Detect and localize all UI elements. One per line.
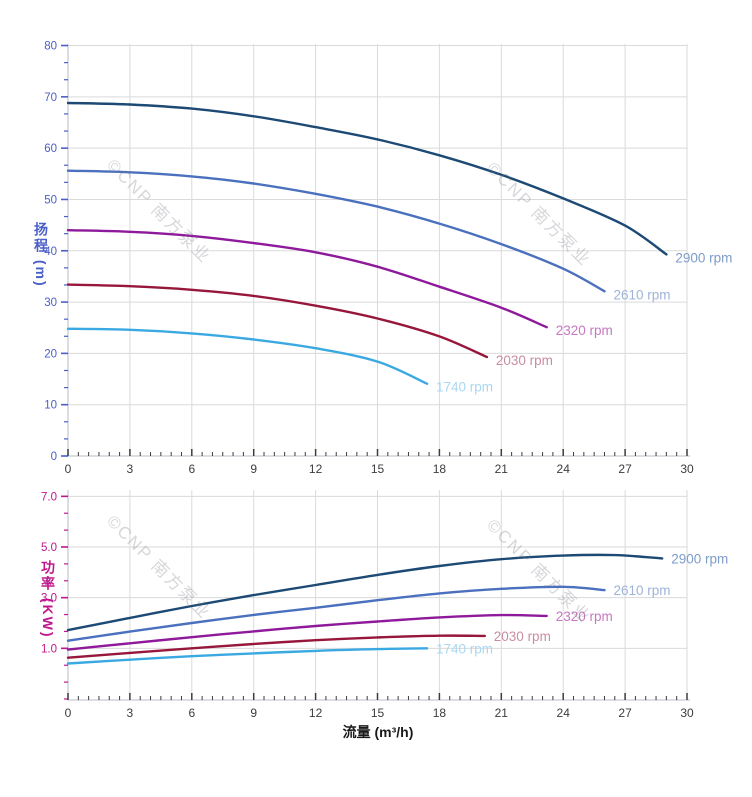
- x-tick-label: 6: [188, 706, 195, 720]
- y-tick-label: 30: [44, 297, 57, 309]
- x-tick-label: 3: [127, 462, 134, 476]
- x-tick-label: 27: [618, 462, 632, 476]
- head-curve-2030rpm: [66, 283, 489, 359]
- x-tick-label: 24: [557, 462, 571, 476]
- x-ticks: 0 3 6 9 12 15 18 21 24 27 30: [65, 693, 694, 720]
- curve-label-2030rpm: 2030 rpm: [494, 629, 551, 644]
- curve-label-2610rpm: 2610 rpm: [613, 287, 670, 302]
- x-tick-label: 27: [618, 706, 632, 720]
- y-tick-label: 60: [44, 143, 57, 155]
- y-tick-label: 7.0: [41, 491, 57, 503]
- y-ticks: 1.0 3.0 5.0 7.0: [41, 491, 68, 700]
- y-tick-label: 0: [51, 451, 57, 463]
- gridlines: [68, 44, 688, 456]
- curve-label-2900rpm: 2900 rpm: [671, 551, 728, 566]
- x-tick-label: 9: [250, 706, 257, 720]
- x-tick-label: 9: [250, 462, 257, 476]
- power-curve-2320rpm: [66, 613, 548, 651]
- power-curve-1740rpm: [66, 647, 429, 665]
- curve-label-2900rpm: 2900 rpm: [675, 250, 732, 265]
- gridlines: [68, 490, 688, 700]
- curve-label-1740rpm: 1740 rpm: [436, 380, 493, 395]
- head-curve-2610rpm: [66, 169, 606, 293]
- head-curve-2900rpm: [66, 101, 668, 256]
- x-tick-label: 15: [371, 706, 385, 720]
- curve-label-2320rpm: 2320 rpm: [556, 609, 613, 624]
- x-tick-label: 21: [495, 706, 509, 720]
- flow-axis-title: 流量 (m³/h): [342, 724, 414, 740]
- y-tick-label: 10: [44, 400, 57, 412]
- power-curve-2900rpm: [66, 553, 664, 632]
- x-tick-label: 15: [371, 462, 385, 476]
- curve-label-1740rpm: 1740 rpm: [436, 641, 493, 656]
- y-tick-label: 40: [44, 246, 57, 258]
- x-tick-label: 0: [65, 462, 72, 476]
- power-curve-2030rpm: [66, 634, 486, 659]
- x-tick-label: 30: [680, 462, 694, 476]
- x-tick-label: 24: [557, 706, 571, 720]
- head-axis-title: 扬程 (m): [33, 222, 49, 288]
- head-chart: 0 10 20 30 40 50 60 70 80 0 3 6 9 12 15 18 21 24 27 30 2900 …: [44, 41, 732, 476]
- power-chart: 1.0 3.0 5.0 7.0 0 3 6 9 12 15 18 21 24 27 30 2900 rpm 26…: [41, 490, 728, 720]
- curve-label-2030rpm: 2030 rpm: [496, 353, 553, 368]
- y-tick-label: 3.0: [41, 593, 57, 605]
- y-ticks: 0 10 20 30 40 50 60 70 80: [44, 41, 68, 463]
- curve-label-2610rpm: 2610 rpm: [613, 583, 670, 598]
- y-tick-label: 80: [44, 41, 57, 53]
- x-tick-label: 12: [309, 462, 323, 476]
- x-tick-label: 18: [433, 462, 447, 476]
- y-tick-label: 50: [44, 194, 57, 206]
- x-tick-label: 0: [65, 706, 72, 720]
- x-tick-label: 3: [127, 706, 134, 720]
- y-tick-label: 70: [44, 92, 57, 104]
- head-curve-2320rpm: [66, 229, 548, 329]
- power-curve-2610rpm: [66, 585, 606, 642]
- x-tick-label: 21: [495, 462, 509, 476]
- power-axis-title: 功率 (KW): [40, 560, 56, 639]
- x-tick-label: 18: [433, 706, 447, 720]
- x-tick-label: 12: [309, 706, 323, 720]
- curve-label-2320rpm: 2320 rpm: [556, 323, 613, 338]
- head-curve-1740rpm: [66, 327, 429, 385]
- x-tick-label: 30: [680, 706, 694, 720]
- y-tick-label: 5.0: [41, 542, 57, 554]
- y-tick-label: 20: [44, 348, 57, 360]
- x-ticks: 0 3 6 9 12 15 18 21 24 27 30: [65, 449, 694, 476]
- x-tick-label: 6: [188, 462, 195, 476]
- y-tick-label: 1.0: [41, 643, 57, 655]
